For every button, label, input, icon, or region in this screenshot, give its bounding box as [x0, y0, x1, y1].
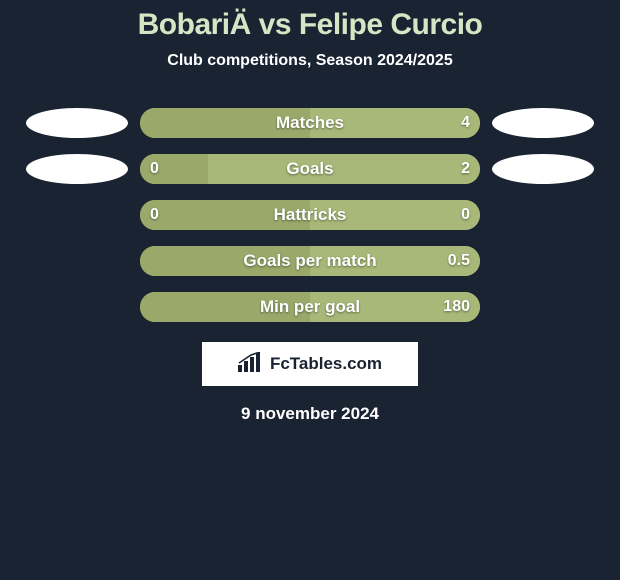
- brand-badge: FcTables.com: [202, 342, 418, 386]
- stat-row: Goals per match0.5: [0, 246, 620, 276]
- bar-left-segment: [140, 108, 310, 138]
- subtitle: Club competitions, Season 2024/2025: [167, 52, 452, 70]
- brand-text: FcTables.com: [270, 354, 382, 374]
- bar-left-segment: [140, 292, 310, 322]
- stats-card: BobariÄ vs Felipe Curcio Club competitio…: [0, 0, 620, 424]
- stat-row: Matches4: [0, 108, 620, 138]
- stat-row: Hattricks00: [0, 200, 620, 230]
- bar-right-segment: [310, 246, 480, 276]
- stat-bar: Matches4: [140, 108, 480, 138]
- player-left-oval: [26, 108, 128, 138]
- bar-right-segment: [310, 200, 480, 230]
- stat-bar: Min per goal180: [140, 292, 480, 322]
- bar-right-segment: [310, 108, 480, 138]
- stat-bar: Goals per match0.5: [140, 246, 480, 276]
- bar-left-segment: [140, 154, 208, 184]
- player-right-oval: [492, 108, 594, 138]
- stat-bar: Hattricks00: [140, 200, 480, 230]
- player-left-oval: [26, 154, 128, 184]
- stat-row: Min per goal180: [0, 292, 620, 322]
- stat-rows: Matches4 Goals02 Hattricks00 Goals per matc…: [0, 108, 620, 322]
- bar-right-segment: [310, 292, 480, 322]
- stat-bar: Goals02: [140, 154, 480, 184]
- bar-right-segment: [208, 154, 480, 184]
- date-text: 9 november 2024: [241, 404, 379, 424]
- brand-chart-icon: [238, 352, 264, 377]
- player-right-oval: [492, 154, 594, 184]
- title: BobariÄ vs Felipe Curcio: [138, 8, 483, 42]
- stat-row: Goals02: [0, 154, 620, 184]
- bar-left-segment: [140, 200, 310, 230]
- bar-left-segment: [140, 246, 310, 276]
